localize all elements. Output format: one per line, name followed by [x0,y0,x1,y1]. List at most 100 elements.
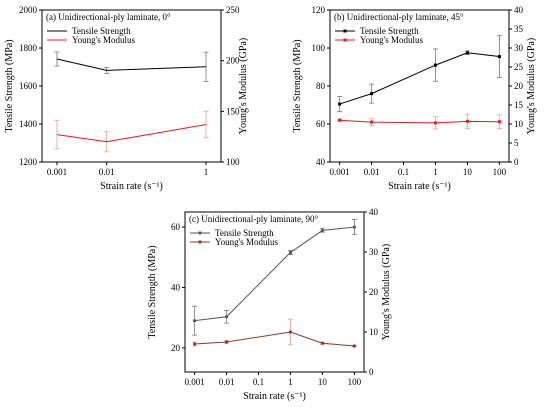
plot-frame [329,9,510,163]
legend-label: Young's Modulus [215,237,278,247]
x-tick-label: 1 [433,167,438,177]
plot-frame [184,211,365,373]
y2-tick-label: 200 [226,56,240,66]
y-tick-label: 40 [316,157,326,167]
legend-marker [198,231,202,235]
series-line [339,119,500,124]
chart-panel-c: 0.001 0.01 0.1 1 10 100 20 40 60 0 10 20 30 40 Strain … [147,207,392,402]
y2-tick-label: 15 [514,100,524,110]
y2-tick-label: 20 [514,81,524,91]
y2-tick-label: 30 [369,247,379,257]
series-line [194,331,355,347]
x-tick-label: 10 [318,377,328,387]
x-axis-title: Strain rate (s⁻¹) [100,181,163,192]
data-point [433,121,437,125]
x-tick-label: 10 [463,167,473,177]
data-point [193,342,197,346]
y2-tick-label: 30 [514,43,524,53]
x-tick-label: 0.01 [364,167,380,177]
y-axis-title: Tensile Strength (MPa) [292,39,303,132]
y2-tick-label: 0 [369,367,374,377]
y-tick-label: 60 [171,222,181,232]
y2-tick-label: 40 [369,207,379,217]
panel-title: (b) Unidirectional-ply laminate, 45° [334,12,464,22]
y2-tick-label: 10 [514,119,524,129]
x-tick-label: 1 [288,377,293,387]
data-point [465,119,469,123]
y2-tick-label: 35 [514,24,524,34]
y2-tick-label: 150 [226,106,240,116]
y2-axis-title: Young's Modulus (GPa) [381,244,392,340]
x-axis-title: Strain rate (s⁻¹) [243,391,306,402]
y2-tick-label: 0 [514,157,519,167]
y-tick-label: 80 [316,81,326,91]
panel-title: (a) Unidirectional-ply laminate, 0° [46,12,171,22]
y-tick-label: 1800 [19,43,38,53]
y-tick-label: 120 [312,5,326,15]
y-tick-label: 100 [312,43,326,53]
x-tick-label: 100 [493,167,507,177]
y-axis-title: Tensile Strength (MPa) [147,245,158,338]
y2-tick-label: 40 [514,5,524,15]
x-tick-label: 0.001 [184,377,204,387]
y-tick-label: 20 [171,343,181,353]
y2-axis-title: Young's Modulus (GPa) [526,38,537,134]
data-point [352,225,356,229]
y2-tick-label: 25 [514,62,524,72]
y-tick-label: 1400 [19,119,38,129]
y-tick-label: 40 [171,282,181,292]
series-line [56,58,207,71]
y-tick-label: 1600 [19,81,38,91]
legend-marker [198,240,202,244]
legend-label: Tensile Strength [215,228,274,238]
y2-tick-label: 100 [226,157,240,167]
data-point [338,102,342,106]
data-point [320,341,325,345]
x-tick-label: 0.1 [253,377,264,387]
data-point [433,63,437,67]
data-point [497,55,501,59]
data-point [320,228,325,233]
x-tick-label: 0.001 [47,167,67,177]
x-axis-title: Strain rate (s⁻¹) [388,181,451,192]
y-axis-title: Tensile Strength (MPa) [4,39,15,132]
data-point [465,51,469,55]
data-point [352,344,356,348]
chart-panel-a: 0.001 0.01 1 1200 1400 1600 1800 2000 100 150 200 2… [4,5,249,192]
y2-tick-label: 250 [226,5,240,15]
data-point [224,340,229,344]
legend-label: Tensile Strength [72,26,131,36]
series-line [339,52,500,105]
legend-marker [343,38,347,42]
y-tick-label: 1200 [19,157,38,167]
panel-title: (c) Unidirectional-ply laminate, 90° [189,214,318,224]
legend-label: Young's Modulus [360,35,423,45]
y2-tick-label: 10 [369,327,379,337]
legend-label: Tensile Strength [360,26,419,36]
y2-tick-label: 5 [514,138,519,148]
data-point [288,250,293,255]
data-point [370,92,374,96]
y2-axis-title: Young's Modulus (GPa) [238,38,249,134]
data-point [193,319,197,323]
x-tick-label: 0.01 [219,377,235,387]
data-point [338,118,342,122]
x-tick-label: 0.01 [99,167,115,177]
x-tick-label: 1 [204,167,209,177]
x-tick-label: 0.1 [398,167,409,177]
legend-marker [343,29,347,33]
chart-panel-b: 0.001 0.01 0.1 1 10 100 40 60 80 100 120 0 5 10 15 20 25… [292,5,537,192]
data-point [288,330,293,334]
data-point [224,315,229,319]
x-tick-label: 100 [348,377,362,387]
data-point [370,120,374,124]
legend-label: Young's Modulus [72,35,135,45]
x-tick-label: 0.001 [329,167,349,177]
y2-tick-label: 20 [369,287,379,297]
data-point [497,120,501,124]
plot-frame [41,9,222,163]
series-line [56,124,207,143]
y-tick-label: 60 [316,119,326,129]
y-tick-label: 2000 [19,5,38,15]
